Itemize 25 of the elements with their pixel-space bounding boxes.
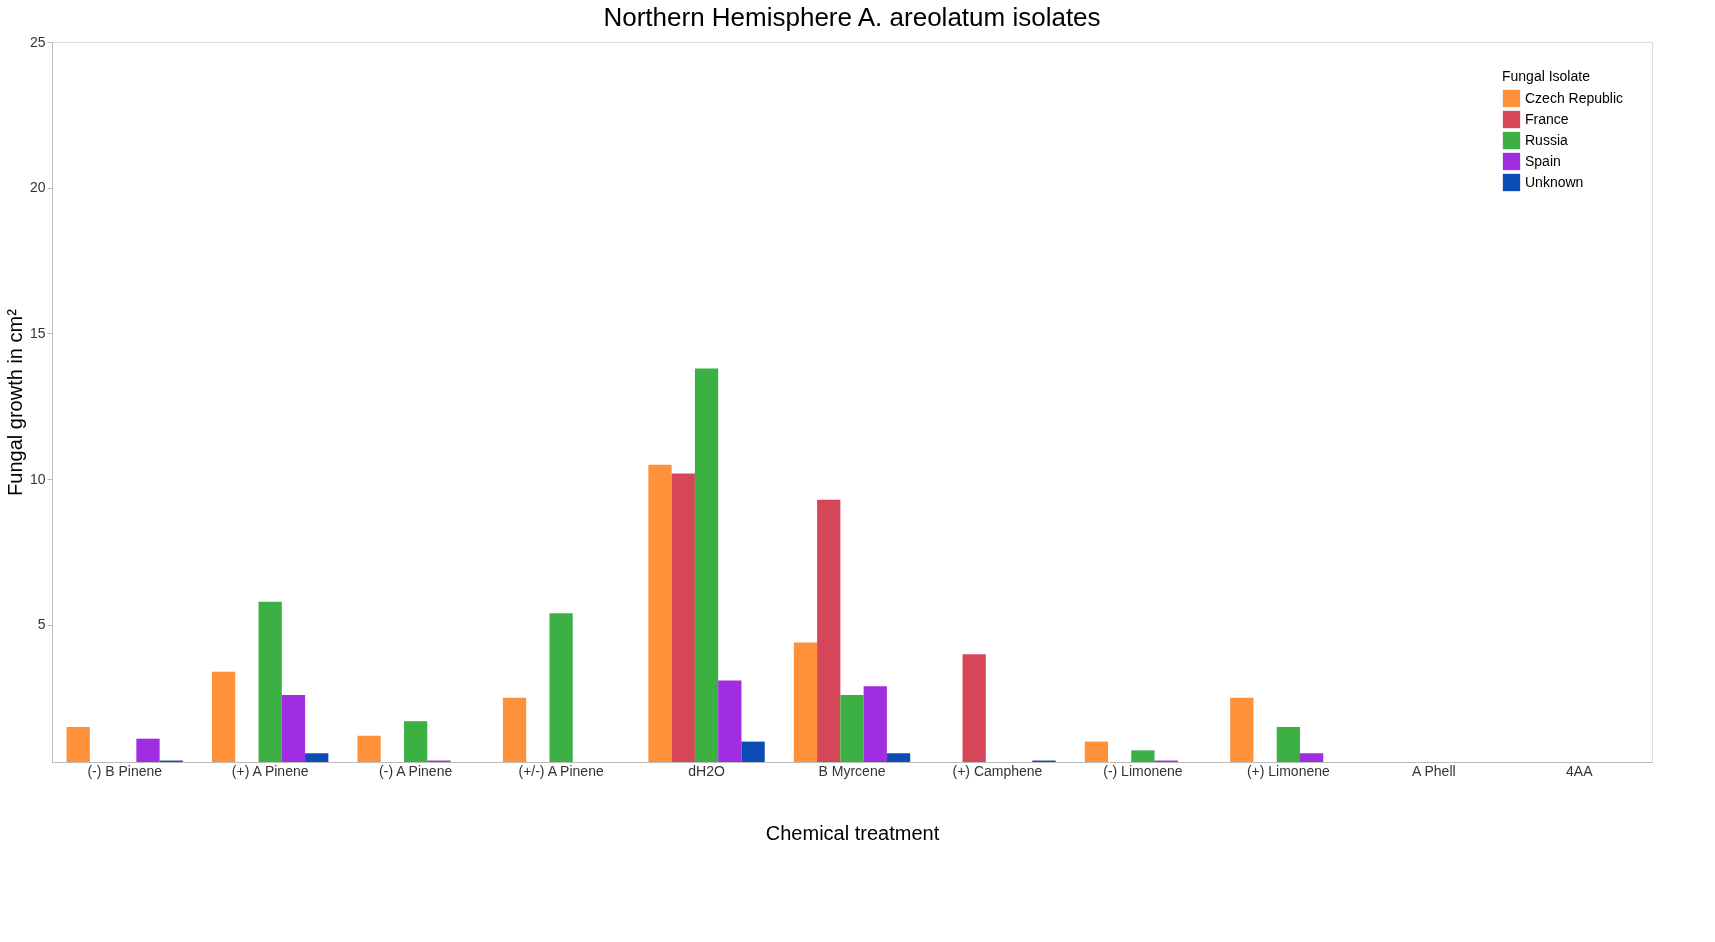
chart-title: Northern Hemisphere A. areolatum isolates: [603, 2, 1101, 32]
legend-label: Unknown: [1525, 173, 1584, 190]
x-tick-label: (+) Limonene: [1246, 762, 1331, 779]
legend-title: Fungal Isolate: [1502, 68, 1591, 84]
y-axis-title: Fungal growth in cm²: [3, 308, 26, 496]
x-tick-label: (+) A Pinene: [231, 762, 309, 779]
x-tick-label: (-) Limonene: [1103, 762, 1183, 779]
y-tick-label: 10: [29, 470, 46, 487]
x-tick-label: A Phell: [1412, 762, 1456, 779]
x-axis-title: Chemical treatment: [765, 821, 940, 844]
x-tick-label: (+/-) A Pinene: [518, 762, 604, 779]
legend-label: Spain: [1525, 152, 1561, 169]
y-tick-label: 5: [37, 616, 46, 633]
legend-label: France: [1525, 110, 1569, 127]
legend-label: Russia: [1525, 131, 1569, 148]
x-tick-label: 4AA: [1566, 762, 1594, 779]
y-tick-label: 25: [29, 33, 46, 50]
x-tick-label: B Myrcene: [818, 762, 886, 779]
x-tick-label: (-) A Pinene: [379, 762, 453, 779]
x-tick-label: (+) Camphene: [952, 762, 1043, 779]
x-tick-label: (-) B Pinene: [87, 762, 163, 779]
y-tick-label: 15: [29, 325, 46, 341]
legend-label: Czech Republic: [1525, 89, 1624, 106]
y-tick-label: 20: [29, 179, 46, 196]
x-tick-label: dH2O: [688, 762, 725, 779]
